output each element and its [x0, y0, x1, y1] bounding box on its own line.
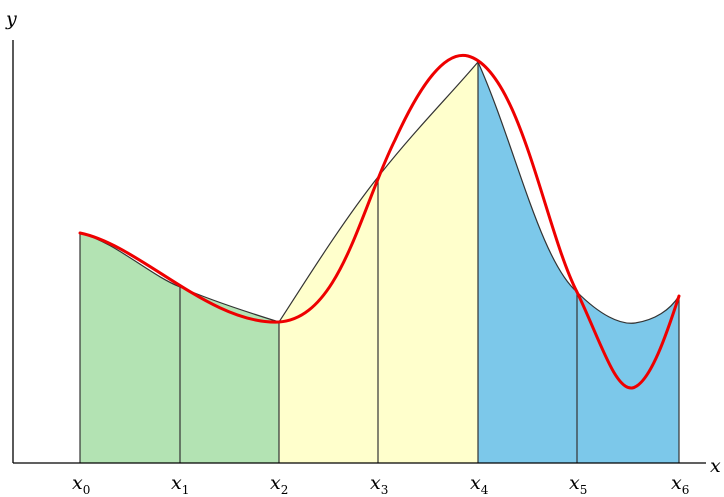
tick-label-x5: x5	[569, 472, 587, 497]
y-axis-label: y	[5, 8, 17, 30]
blue-region	[478, 62, 679, 463]
tick-label-x1: x1	[171, 472, 189, 497]
x-axis-label: x	[710, 455, 721, 477]
tick-label-x0: x0	[72, 472, 90, 497]
tick-label-x6: x6	[671, 472, 689, 497]
function-curve	[79, 60, 680, 324]
approximation-curve	[78, 53, 681, 390]
tick-label-x4: x4	[470, 472, 489, 497]
tick-label-x2: x2	[270, 472, 288, 497]
tick-label-x3: x3	[370, 472, 388, 497]
